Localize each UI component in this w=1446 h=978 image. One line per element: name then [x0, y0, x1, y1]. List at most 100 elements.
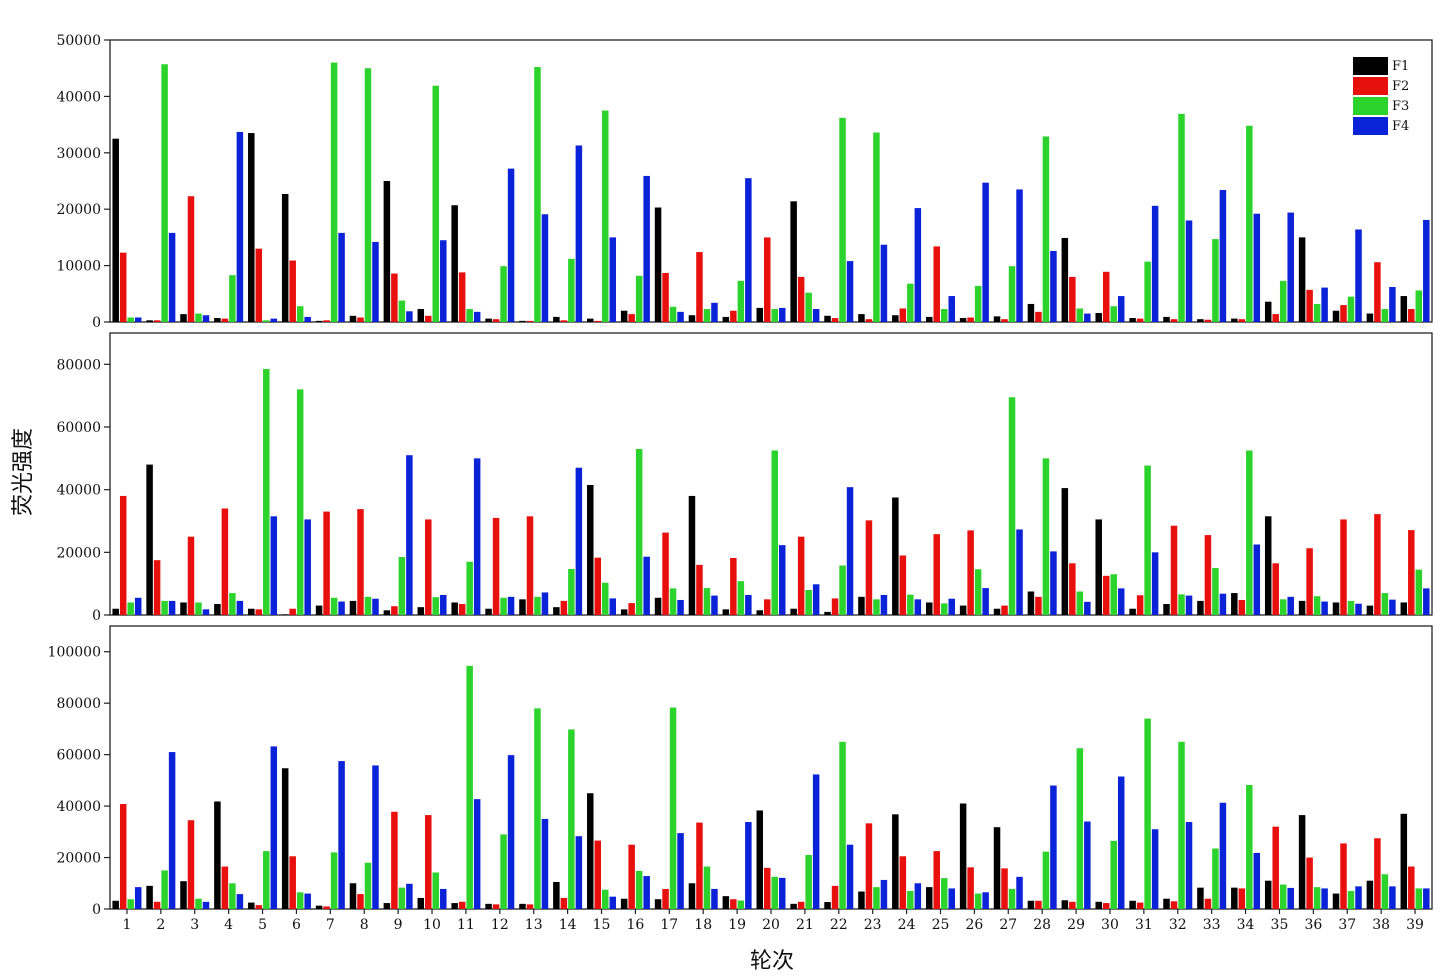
- y-tick-label: 40000: [56, 483, 101, 499]
- bar-F3-37: [1347, 600, 1355, 615]
- bar-F2-9: [391, 606, 398, 615]
- bar-F1-39: [1400, 602, 1408, 615]
- bar-F3-17: [669, 588, 677, 615]
- bar-F3-25: [940, 603, 948, 615]
- bar-F1-23: [858, 891, 865, 909]
- bar-F1-26: [959, 803, 967, 909]
- bar-F2-5: [255, 609, 263, 615]
- bar-F1-29: [1061, 900, 1069, 909]
- bar-F1-6: [281, 768, 289, 909]
- bar-F3-38: [1381, 593, 1389, 615]
- bar-F4-13: [541, 818, 549, 909]
- bar-F4-6: [304, 519, 311, 615]
- bar-F2-27: [1001, 868, 1008, 909]
- bar-F3-18: [703, 588, 711, 615]
- x-tick-label: 24: [898, 917, 916, 933]
- x-tick-label: 10: [423, 917, 441, 933]
- bar-F4-2: [168, 600, 176, 615]
- bar-F2-13: [526, 904, 534, 909]
- bar-F4-13: [541, 592, 549, 615]
- bar-F3-18: [703, 866, 711, 909]
- bar-F4-30: [1117, 776, 1125, 909]
- bar-F1-38: [1366, 605, 1374, 615]
- bar-F1-8: [349, 315, 357, 322]
- bar-F4-11: [473, 799, 481, 909]
- x-tick-label: 13: [525, 917, 543, 933]
- bar-F1-35: [1264, 301, 1272, 322]
- bar-F3-7: [330, 597, 338, 615]
- bar-F3-36: [1313, 887, 1321, 909]
- bar-F3-28: [1042, 458, 1050, 615]
- bar-F2-10: [425, 815, 432, 909]
- series-F1: [112, 464, 1408, 615]
- x-tick-label: 30: [1101, 917, 1119, 933]
- x-tick-label: 21: [796, 917, 814, 933]
- bar-F1-24: [892, 497, 899, 615]
- bar-F3-32: [1178, 594, 1185, 615]
- bar-F3-19: [737, 280, 745, 322]
- bar-F1-12: [485, 903, 492, 909]
- bar-F3-13: [534, 596, 541, 615]
- bar-F4-21: [812, 774, 820, 909]
- y-tick-label: 20000: [56, 202, 101, 218]
- bar-F2-4: [221, 318, 229, 322]
- bar-F1-25: [925, 602, 933, 615]
- bar-F4-35: [1287, 596, 1294, 615]
- bar-F2-25: [933, 534, 940, 615]
- bar-F2-30: [1102, 575, 1110, 615]
- bar-F1-9: [383, 903, 391, 909]
- bar-F1-4: [214, 801, 221, 909]
- x-tick-label: 18: [694, 917, 712, 933]
- bar-F2-6: [289, 608, 296, 615]
- bar-F4-15: [609, 896, 617, 909]
- bar-F1-33: [1197, 600, 1204, 615]
- bar-F4-18: [711, 302, 718, 322]
- bar-F4-5: [270, 516, 278, 615]
- bar-F3-17: [669, 306, 677, 322]
- bar-F3-21: [805, 854, 812, 909]
- bar-F1-6: [281, 614, 289, 615]
- bar-F4-33: [1219, 593, 1227, 615]
- bar-F4-28: [1050, 785, 1057, 909]
- legend-label-F1: F1: [1392, 59, 1409, 74]
- bar-F3-5: [263, 369, 270, 615]
- bar-F4-26: [982, 182, 989, 322]
- bar-F2-35: [1272, 314, 1279, 322]
- bar-F4-7: [338, 601, 345, 615]
- bar-F2-20: [764, 867, 771, 909]
- bar-F2-34: [1238, 599, 1246, 615]
- bar-F2-21: [797, 276, 805, 322]
- bar-F4-22: [846, 844, 854, 909]
- bar-F3-6: [296, 389, 304, 615]
- bar-F2-17: [662, 272, 669, 322]
- bar-F4-9: [406, 883, 413, 909]
- bar-F3-20: [771, 450, 778, 615]
- bar-F2-8: [357, 509, 364, 615]
- bar-F3-17: [669, 707, 677, 909]
- bar-F3-39: [1415, 290, 1423, 322]
- bar-F2-16: [628, 844, 635, 909]
- bar-F3-15: [602, 582, 609, 615]
- bar-F3-21: [805, 589, 812, 615]
- bar-F4-30: [1117, 296, 1125, 322]
- bar-F3-10: [432, 597, 440, 615]
- x-tick-label: 23: [864, 917, 882, 933]
- bar-F3-32: [1178, 113, 1185, 322]
- x-axis-title: 轮次: [750, 949, 794, 974]
- bar-F3-7: [330, 62, 338, 323]
- bar-F3-24: [907, 594, 914, 615]
- bar-F3-30: [1110, 574, 1117, 615]
- y-tick-label: 40000: [56, 799, 101, 815]
- bar-F1-39: [1400, 296, 1408, 322]
- bar-F4-24: [914, 208, 922, 322]
- bar-F3-8: [364, 596, 372, 615]
- bar-F2-13: [526, 516, 534, 615]
- series-F2: [119, 495, 1415, 615]
- bar-F1-17: [654, 899, 662, 909]
- x-tick-label: 16: [626, 917, 644, 933]
- bar-F1-17: [654, 207, 662, 322]
- bar-F4-31: [1151, 829, 1159, 909]
- bar-F4-19: [745, 822, 752, 909]
- bar-F1-10: [417, 607, 425, 615]
- bar-F4-39: [1423, 219, 1430, 322]
